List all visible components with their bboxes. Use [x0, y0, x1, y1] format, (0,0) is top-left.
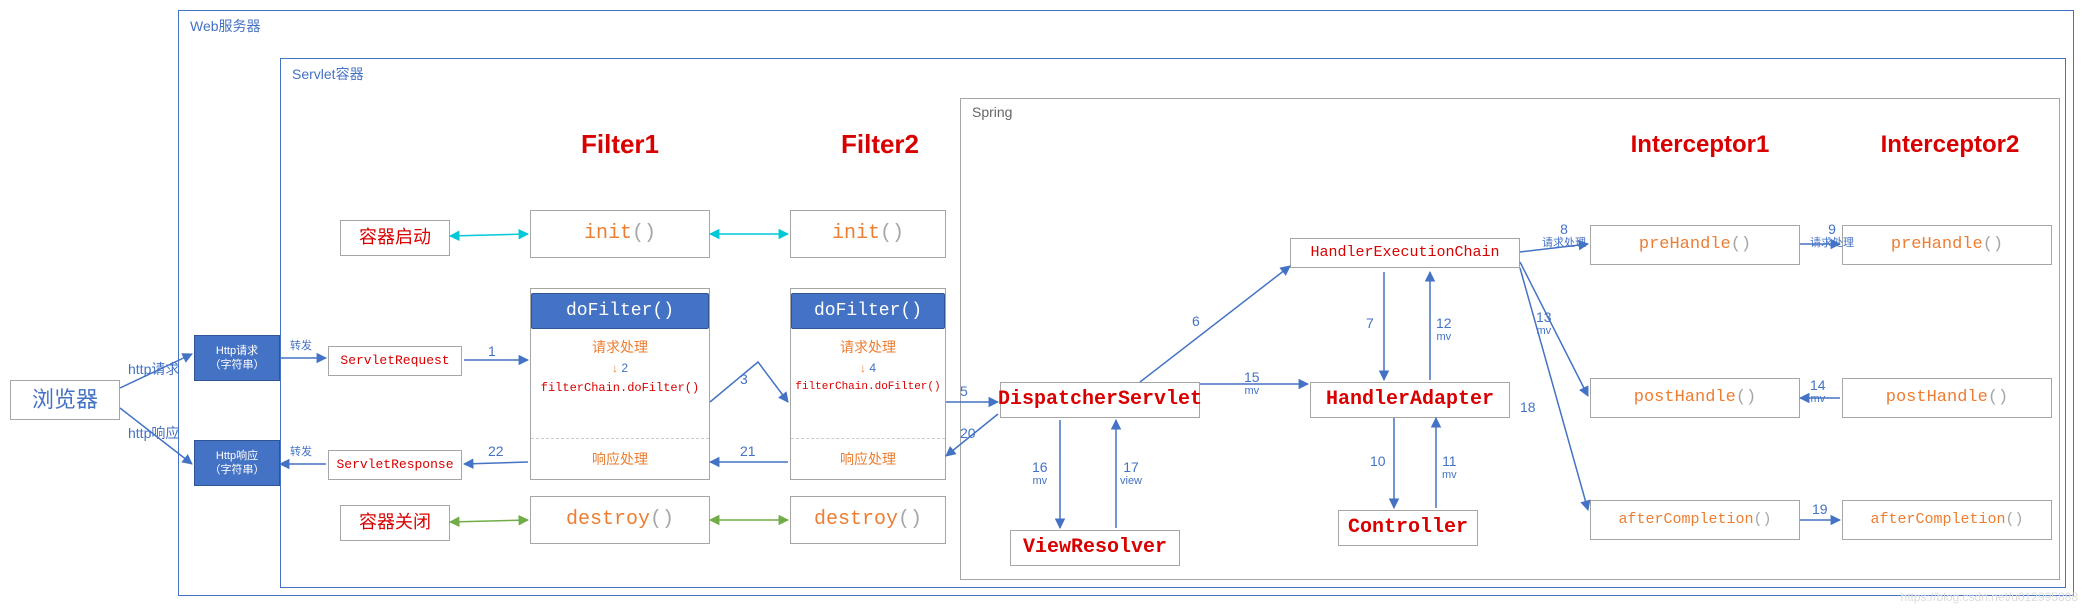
- f1-step-2: 2: [621, 361, 628, 375]
- edge-label: 10: [1370, 454, 1386, 469]
- web-server-label: Web服务器: [184, 14, 267, 38]
- interceptor2-title: Interceptor2: [1840, 130, 2060, 160]
- f2-step-4: 4: [869, 361, 876, 375]
- spring-label: Spring: [966, 102, 1018, 122]
- f1-dofilter-header: doFilter(): [531, 293, 709, 329]
- edge-label: 12mv: [1436, 316, 1452, 343]
- edge-label: 转发: [290, 446, 312, 458]
- servlet-label: Servlet容器: [286, 62, 370, 86]
- dispatcher-servlet-node: DispatcherServlet: [1000, 382, 1200, 418]
- edge-label: 19: [1812, 502, 1828, 517]
- handler-execution-chain-node: HandlerExecutionChain: [1290, 238, 1520, 268]
- f2-req-proc: 请求处理: [791, 333, 945, 361]
- edge-label: 14mv: [1810, 378, 1826, 405]
- i1-aftercompletion: afterCompletion(): [1590, 500, 1800, 540]
- edge-label: 11mv: [1442, 454, 1457, 481]
- f1-chain: filterChain.doFilter(): [531, 375, 709, 401]
- edge-label: http请求: [128, 362, 179, 377]
- f2-init: init(): [790, 210, 946, 258]
- edge-label: 7: [1366, 316, 1374, 331]
- edge-label: 18: [1520, 400, 1536, 415]
- servlet-request-node: ServletRequest: [328, 346, 462, 376]
- edge-label: 5: [960, 384, 968, 399]
- f1-init: init(): [530, 210, 710, 258]
- f2-chain: filterChain.doFilter(): [791, 375, 945, 399]
- container-start-node: 容器启动: [340, 220, 450, 256]
- watermark: https://blog.csdn.net/u012995888: [1901, 590, 2078, 604]
- i2-posthandle: postHandle(): [1842, 378, 2052, 418]
- edge-label: 6: [1192, 314, 1200, 329]
- filter1-dofilter-group: doFilter() 请求处理 ↓ 2 filterChain.doFilter…: [530, 288, 710, 480]
- edge-label: 20: [960, 426, 976, 441]
- filter1-title: Filter1: [540, 130, 700, 160]
- edge-label: 22: [488, 444, 504, 459]
- edge-label: 1: [488, 344, 496, 359]
- edge-label: http响应: [128, 426, 179, 441]
- f1-req-proc: 请求处理: [531, 333, 709, 361]
- i2-aftercompletion: afterCompletion(): [1842, 500, 2052, 540]
- edge-label: 3: [740, 372, 748, 387]
- view-resolver-node: ViewResolver: [1010, 530, 1180, 566]
- controller-node: Controller: [1338, 510, 1478, 546]
- filter2-title: Filter2: [800, 130, 960, 160]
- edge-label: 15mv: [1244, 370, 1260, 397]
- handler-adapter-node: HandlerAdapter: [1310, 382, 1510, 418]
- i1-posthandle: postHandle(): [1590, 378, 1800, 418]
- http-request-node: Http请求 （字符串）: [194, 335, 280, 381]
- edge-label: 17view: [1120, 460, 1142, 487]
- browser-node: 浏览器: [10, 380, 120, 420]
- i1-prehandle: preHandle(): [1590, 225, 1800, 265]
- f2-res-proc: 响应处理: [791, 438, 945, 479]
- f2-dofilter-header: doFilter(): [791, 293, 945, 329]
- edge-label: 13mv: [1536, 310, 1552, 337]
- edge-label: 转发: [290, 340, 312, 352]
- edge-label: 8请求处理: [1542, 222, 1586, 249]
- i2-prehandle: preHandle(): [1842, 225, 2052, 265]
- f2-destroy: destroy(): [790, 496, 946, 544]
- interceptor1-title: Interceptor1: [1590, 130, 1810, 160]
- http-response-node: Http响应 （字符串）: [194, 440, 280, 486]
- container-close-node: 容器关闭: [340, 505, 450, 541]
- edge-label: 16mv: [1032, 460, 1048, 487]
- edge-label: 21: [740, 444, 756, 459]
- f1-destroy: destroy(): [530, 496, 710, 544]
- filter2-dofilter-group: doFilter() 请求处理 ↓ 4 filterChain.doFilter…: [790, 288, 946, 480]
- edge-label: 9请求处理: [1810, 222, 1854, 249]
- f1-res-proc: 响应处理: [531, 438, 709, 479]
- servlet-response-node: ServletResponse: [328, 450, 462, 480]
